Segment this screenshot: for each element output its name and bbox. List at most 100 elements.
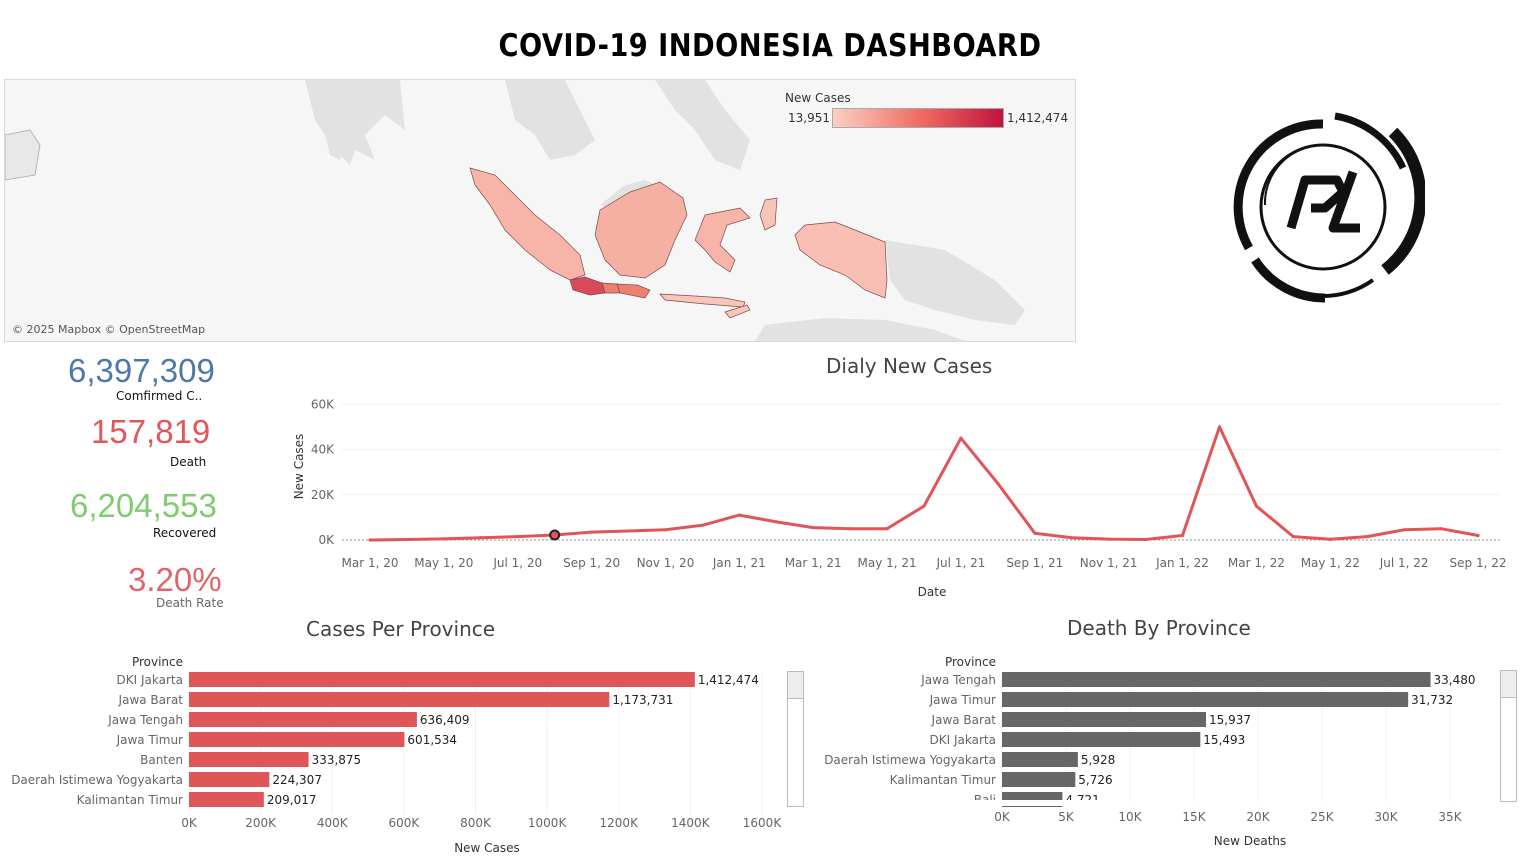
- cases-category-label: Jawa Timur: [116, 733, 183, 747]
- line-x-tick: May 1, 21: [857, 556, 916, 570]
- cases-bar-value: 224,307: [272, 773, 322, 787]
- deaths-category-label: DKI Jakarta: [930, 733, 996, 747]
- kpi-rate-label: Death Rate: [156, 596, 224, 610]
- line-point: [737, 513, 741, 517]
- map-land-philippines: [655, 80, 750, 170]
- deaths-bar-value: 5,726: [1078, 773, 1112, 787]
- line-point: [1476, 533, 1480, 538]
- map-kalimantan: [594, 181, 688, 279]
- cases-bar: [189, 672, 695, 687]
- kpi-confirmed-value: 6,397,309: [68, 352, 215, 389]
- deaths-category-label: Jawa Timur: [929, 693, 996, 707]
- line-point: [516, 535, 520, 539]
- kpi-recovered-label: Recovered: [153, 526, 217, 540]
- deaths-bar-value: 33,480: [1434, 673, 1476, 687]
- map-legend-max: 1,412,474: [1007, 111, 1069, 125]
- line-point: [442, 537, 446, 541]
- line-point: [1328, 537, 1332, 541]
- line-x-tick: Mar 1, 21: [785, 556, 842, 570]
- line-series-new-cases: [369, 425, 1479, 542]
- cases-x-tick: 600K: [388, 816, 420, 830]
- kpi-death-value: 157,819: [91, 413, 211, 450]
- line-x-tick: Nov 1, 21: [1080, 556, 1138, 570]
- cases-bar-value: 1,173,731: [612, 693, 673, 707]
- cases-x-tick: 200K: [245, 816, 277, 830]
- map-land-australia: [755, 318, 965, 341]
- line-point: [626, 529, 631, 533]
- cases-per-province-chart[interactable]: 0K 200K 400K 600K 800K 1000K 1200K 1400K 1600K Pr…: [0, 650, 790, 859]
- line-point: [922, 504, 926, 508]
- daily-new-cases-chart[interactable]: 0K 20K 40K 60K Mar 1, 20 May 1, 20 Jul 1, 20 Se…: [285, 380, 1520, 605]
- cases-x-tick: 1400K: [671, 816, 711, 830]
- kpi-death-label: Death: [170, 455, 207, 469]
- deaths-category-label: Kalimantan Timur: [890, 773, 996, 787]
- line-point: [959, 436, 963, 440]
- cases-x-tick: 0K: [181, 816, 198, 830]
- deaths-category-label: Daerah Istimewa Yogyakarta: [824, 753, 996, 767]
- line-x-tick: Sep 1, 21: [1006, 556, 1063, 570]
- dashboard-title: COVID-19 INDONESIA DASHBOARD: [498, 28, 1042, 64]
- map-land-indochina: [505, 80, 595, 160]
- cases-bar: [189, 752, 309, 767]
- cases-bar-value: 601,534: [407, 733, 457, 747]
- deaths-chart-scrollbar[interactable]: [1500, 670, 1517, 802]
- cases-bar: [189, 732, 405, 747]
- cases-bar-value: 333,875: [312, 753, 362, 767]
- deaths-x-tick: 35K: [1438, 810, 1462, 824]
- cases-bar-value: 209,017: [267, 793, 317, 807]
- cases-scroll-thumb[interactable]: [788, 672, 803, 699]
- deaths-bar: [1002, 732, 1201, 747]
- map-land-africa: [5, 129, 41, 181]
- map-land-png: [885, 240, 1025, 325]
- deaths-chart-title: Death By Province: [1067, 616, 1251, 640]
- line-point: [368, 538, 372, 542]
- deaths-x-tick: 20K: [1246, 810, 1270, 824]
- cases-category-label: Jawa Tengah: [107, 713, 183, 727]
- cases-chart-scrollbar[interactable]: [787, 671, 804, 807]
- line-x-tick: May 1, 20: [414, 556, 473, 570]
- cases-bar-value: 636,409: [420, 713, 470, 727]
- line-point: [1070, 536, 1074, 540]
- line-x-tick: Jan 1, 21: [712, 556, 766, 570]
- deaths-scroll-thumb[interactable]: [1501, 671, 1516, 698]
- line-point: [1107, 537, 1111, 541]
- line-point: [848, 527, 852, 531]
- line-x-tick: Jul 1, 22: [1379, 556, 1429, 570]
- deaths-x-tick: 30K: [1374, 810, 1398, 824]
- deaths-row-clip: [815, 800, 1495, 806]
- deaths-x-axis-label: New Deaths: [1214, 834, 1287, 848]
- line-x-tick: May 1, 22: [1301, 556, 1360, 570]
- cases-x-axis-label: New Cases: [454, 841, 520, 855]
- deaths-bar-value: 31,732: [1411, 693, 1453, 707]
- cases-bar-value: 1,412,474: [698, 673, 759, 687]
- deaths-bar: [1002, 672, 1431, 687]
- map-attribution[interactable]: © 2025 Mapbox © OpenStreetMap: [12, 323, 206, 336]
- map-papua: [794, 221, 888, 299]
- deaths-category-label: Jawa Tengah: [920, 673, 996, 687]
- indonesia-map[interactable]: New Cases 13,951 1,412,474 © 2025 Mapbox…: [4, 79, 1076, 342]
- line-x-tick: Mar 1, 22: [1228, 556, 1285, 570]
- line-x-tick: Sep 1, 22: [1450, 556, 1507, 570]
- death-by-province-chart[interactable]: 0K 5K 10K 15K 20K 25K 30K 35K Province Jawa Tenga…: [815, 650, 1495, 859]
- line-point: [1291, 535, 1295, 539]
- deaths-y-axis-header: Province: [945, 655, 996, 669]
- map-nusa-tenggara: [659, 293, 746, 308]
- cases-x-tick: 1600K: [743, 816, 783, 830]
- deaths-x-tick: 0K: [994, 810, 1011, 824]
- cases-x-tick: 800K: [460, 816, 492, 830]
- deaths-bar: [1002, 692, 1409, 707]
- deaths-bar: [1002, 772, 1076, 787]
- line-point: [1254, 504, 1258, 508]
- map-legend-title: New Cases: [785, 91, 851, 105]
- line-x-tick: Jul 1, 21: [936, 556, 986, 570]
- line-point: [1033, 531, 1037, 535]
- cases-x-tick: 400K: [317, 816, 349, 830]
- line-point: [1217, 425, 1222, 429]
- line-selected-point: [549, 529, 561, 541]
- cases-bar: [189, 772, 270, 787]
- cases-y-axis-header: Province: [132, 655, 183, 669]
- line-chart-title: Dialy New Cases: [826, 354, 993, 378]
- deaths-bar: [1002, 752, 1078, 767]
- line-x-tick: Sep 1, 20: [563, 556, 620, 570]
- cases-x-tick: 1000K: [528, 816, 568, 830]
